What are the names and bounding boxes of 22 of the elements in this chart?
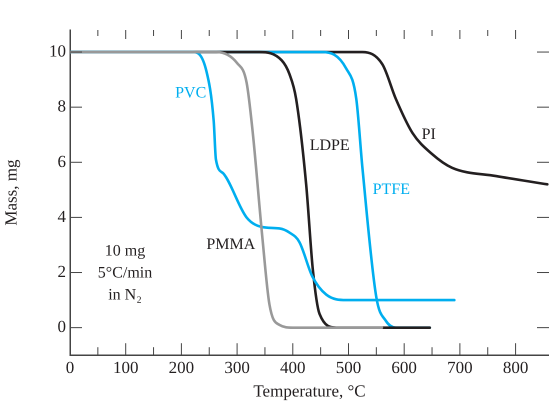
y-tick-label: 0 [58, 317, 66, 336]
annotation: PTFE [372, 181, 410, 198]
x-tick-label: 300 [224, 358, 250, 377]
x-tick-label: 500 [336, 358, 362, 377]
y-axis-title: Mass, mg [2, 159, 21, 226]
y-tick-label: 2 [58, 262, 66, 281]
x-tick-label: 400 [280, 358, 306, 377]
x-tick-label: 800 [502, 358, 528, 377]
x-tick-label: 100 [112, 358, 138, 377]
x-tick-label: 600 [391, 358, 417, 377]
y-tick-label: 6 [58, 152, 66, 171]
x-tick-label: 700 [447, 358, 473, 377]
annotation: PI [422, 126, 436, 143]
annotation: PMMA [206, 236, 256, 254]
x-axis-title: Temperature, °C [253, 381, 366, 400]
annotation: LDPE [310, 136, 350, 154]
y-tick-label: 4 [58, 206, 66, 226]
y-tick-label: 10 [49, 42, 66, 61]
annotation: 10 mg 5°C/min in N₂ [98, 242, 152, 304]
x-tick-label: 200 [168, 358, 194, 377]
y-tick-label: 8 [58, 96, 66, 116]
annotation: PVC [175, 84, 206, 102]
